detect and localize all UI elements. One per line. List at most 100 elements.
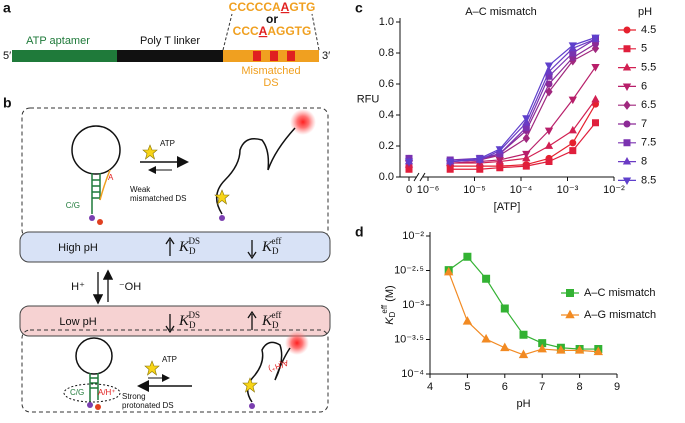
fit-line-segment (542, 348, 561, 351)
seq-part: GTG (289, 0, 315, 14)
marker (545, 158, 553, 165)
ds-strand (99, 169, 111, 201)
marker (538, 339, 547, 348)
fit-line-segment (548, 150, 574, 163)
panel-label: d (355, 224, 364, 240)
fit-line-segment (499, 153, 527, 161)
fit-line-segment (548, 99, 574, 131)
marker (544, 66, 554, 75)
marker (522, 162, 530, 170)
seq-part: AGGTG (267, 24, 311, 38)
y-tick-label: 0.2 (379, 140, 394, 152)
ds-label: DS (263, 77, 278, 89)
marker (574, 345, 585, 354)
stem (91, 173, 101, 214)
fit-line-segment (548, 60, 574, 93)
trend-arrow (247, 310, 257, 330)
constant-label: KDeff (261, 310, 281, 330)
superscript: eff (380, 304, 389, 314)
superscript: DS (189, 236, 201, 246)
panel-label: a (3, 0, 11, 16)
x-tick-label: 4 (427, 381, 433, 393)
x-tick-label: 7 (539, 381, 545, 393)
marker (623, 45, 631, 53)
fit-line-segment (485, 278, 506, 309)
aptamer-strand (216, 127, 296, 215)
marker (565, 309, 575, 319)
fit-line-segment (526, 157, 550, 166)
fit-line-segment (572, 47, 596, 62)
marker (500, 342, 510, 352)
legend-label: 8 (641, 156, 647, 168)
marker (481, 333, 491, 343)
legend-label: 4.5 (641, 24, 656, 36)
reagent-label: ⁻OH (119, 281, 141, 293)
marker (622, 62, 632, 71)
marker (496, 164, 504, 172)
aptamer-label: ATP aptamer (26, 35, 90, 47)
reagent-label: H⁺ (71, 281, 85, 293)
marker (623, 100, 631, 110)
fit-line-segment (499, 122, 527, 152)
fit-line-segment (572, 122, 596, 152)
constant-label: KDDS (178, 310, 200, 330)
marker (568, 125, 577, 134)
fit-line-segment (450, 157, 480, 163)
y-tick-label: 0.0 (379, 171, 394, 183)
subscript: D (272, 246, 279, 256)
legend-title: pH (638, 6, 652, 18)
superscript: DS (189, 310, 201, 320)
ds-note: mismatched DS (130, 194, 186, 203)
aptamer-strand (246, 341, 291, 403)
marker (622, 177, 632, 186)
pair-label: A (108, 173, 114, 182)
subscript: D (272, 320, 279, 330)
charts: 0.0 0.2 0.4 0.6 0.8 1.0 0 10⁻⁶ 10⁻⁵ 10⁻⁴ 10⁻³ 10⁻² A… (357, 6, 657, 410)
marker (544, 127, 554, 136)
seq-mismatch: A (281, 0, 290, 14)
y-tick-label: 10⁻³·⁵ (394, 333, 424, 345)
pair-label: A(H⁺) (267, 358, 290, 374)
fit-line-segment (499, 126, 527, 155)
x-tick-label: 10⁻⁵ (463, 184, 486, 196)
symbol: K (384, 317, 396, 325)
fit-line-segment (548, 44, 574, 66)
sequence: CCCAAGGTG (233, 24, 312, 38)
seq-part: CCCCCA (229, 0, 281, 14)
fluorophore (219, 215, 225, 221)
y-tick-label: 0.8 (379, 47, 394, 59)
marker (475, 155, 484, 164)
y-tick-label: 10⁻²·⁵ (394, 264, 424, 276)
subscript: D (189, 320, 196, 330)
superscript: eff (272, 310, 282, 320)
fit-line-segment (525, 83, 550, 131)
condition-label: Low pH (59, 316, 96, 328)
fit-line-segment (525, 130, 550, 155)
released-fluorophore (290, 109, 316, 135)
y-tick-label: 1.0 (379, 16, 394, 28)
marker (623, 139, 631, 147)
marker (622, 83, 632, 92)
fit-line-segment (526, 145, 550, 159)
marker (522, 115, 531, 123)
fit-line-segment (572, 38, 596, 49)
sequence: CCCCCAAGTG (229, 0, 316, 14)
marker (446, 158, 455, 167)
fit-line-segment (499, 164, 527, 167)
marker (544, 62, 554, 71)
marker (591, 34, 600, 43)
marker (476, 165, 484, 173)
y-tick-label: 0.4 (379, 109, 394, 121)
pair-label: A/H⁺ (98, 388, 116, 397)
marker (545, 87, 553, 97)
fit-line-segment (572, 66, 596, 100)
fit-line-segment (499, 165, 527, 169)
mismatch-site (287, 51, 295, 61)
ds-note: Weak (130, 185, 151, 194)
atp-label: ATP (160, 139, 175, 148)
fit-line-segment (572, 99, 596, 131)
marker (500, 304, 509, 313)
fit-line-segment (548, 52, 574, 77)
fit-line-segment (572, 103, 597, 144)
